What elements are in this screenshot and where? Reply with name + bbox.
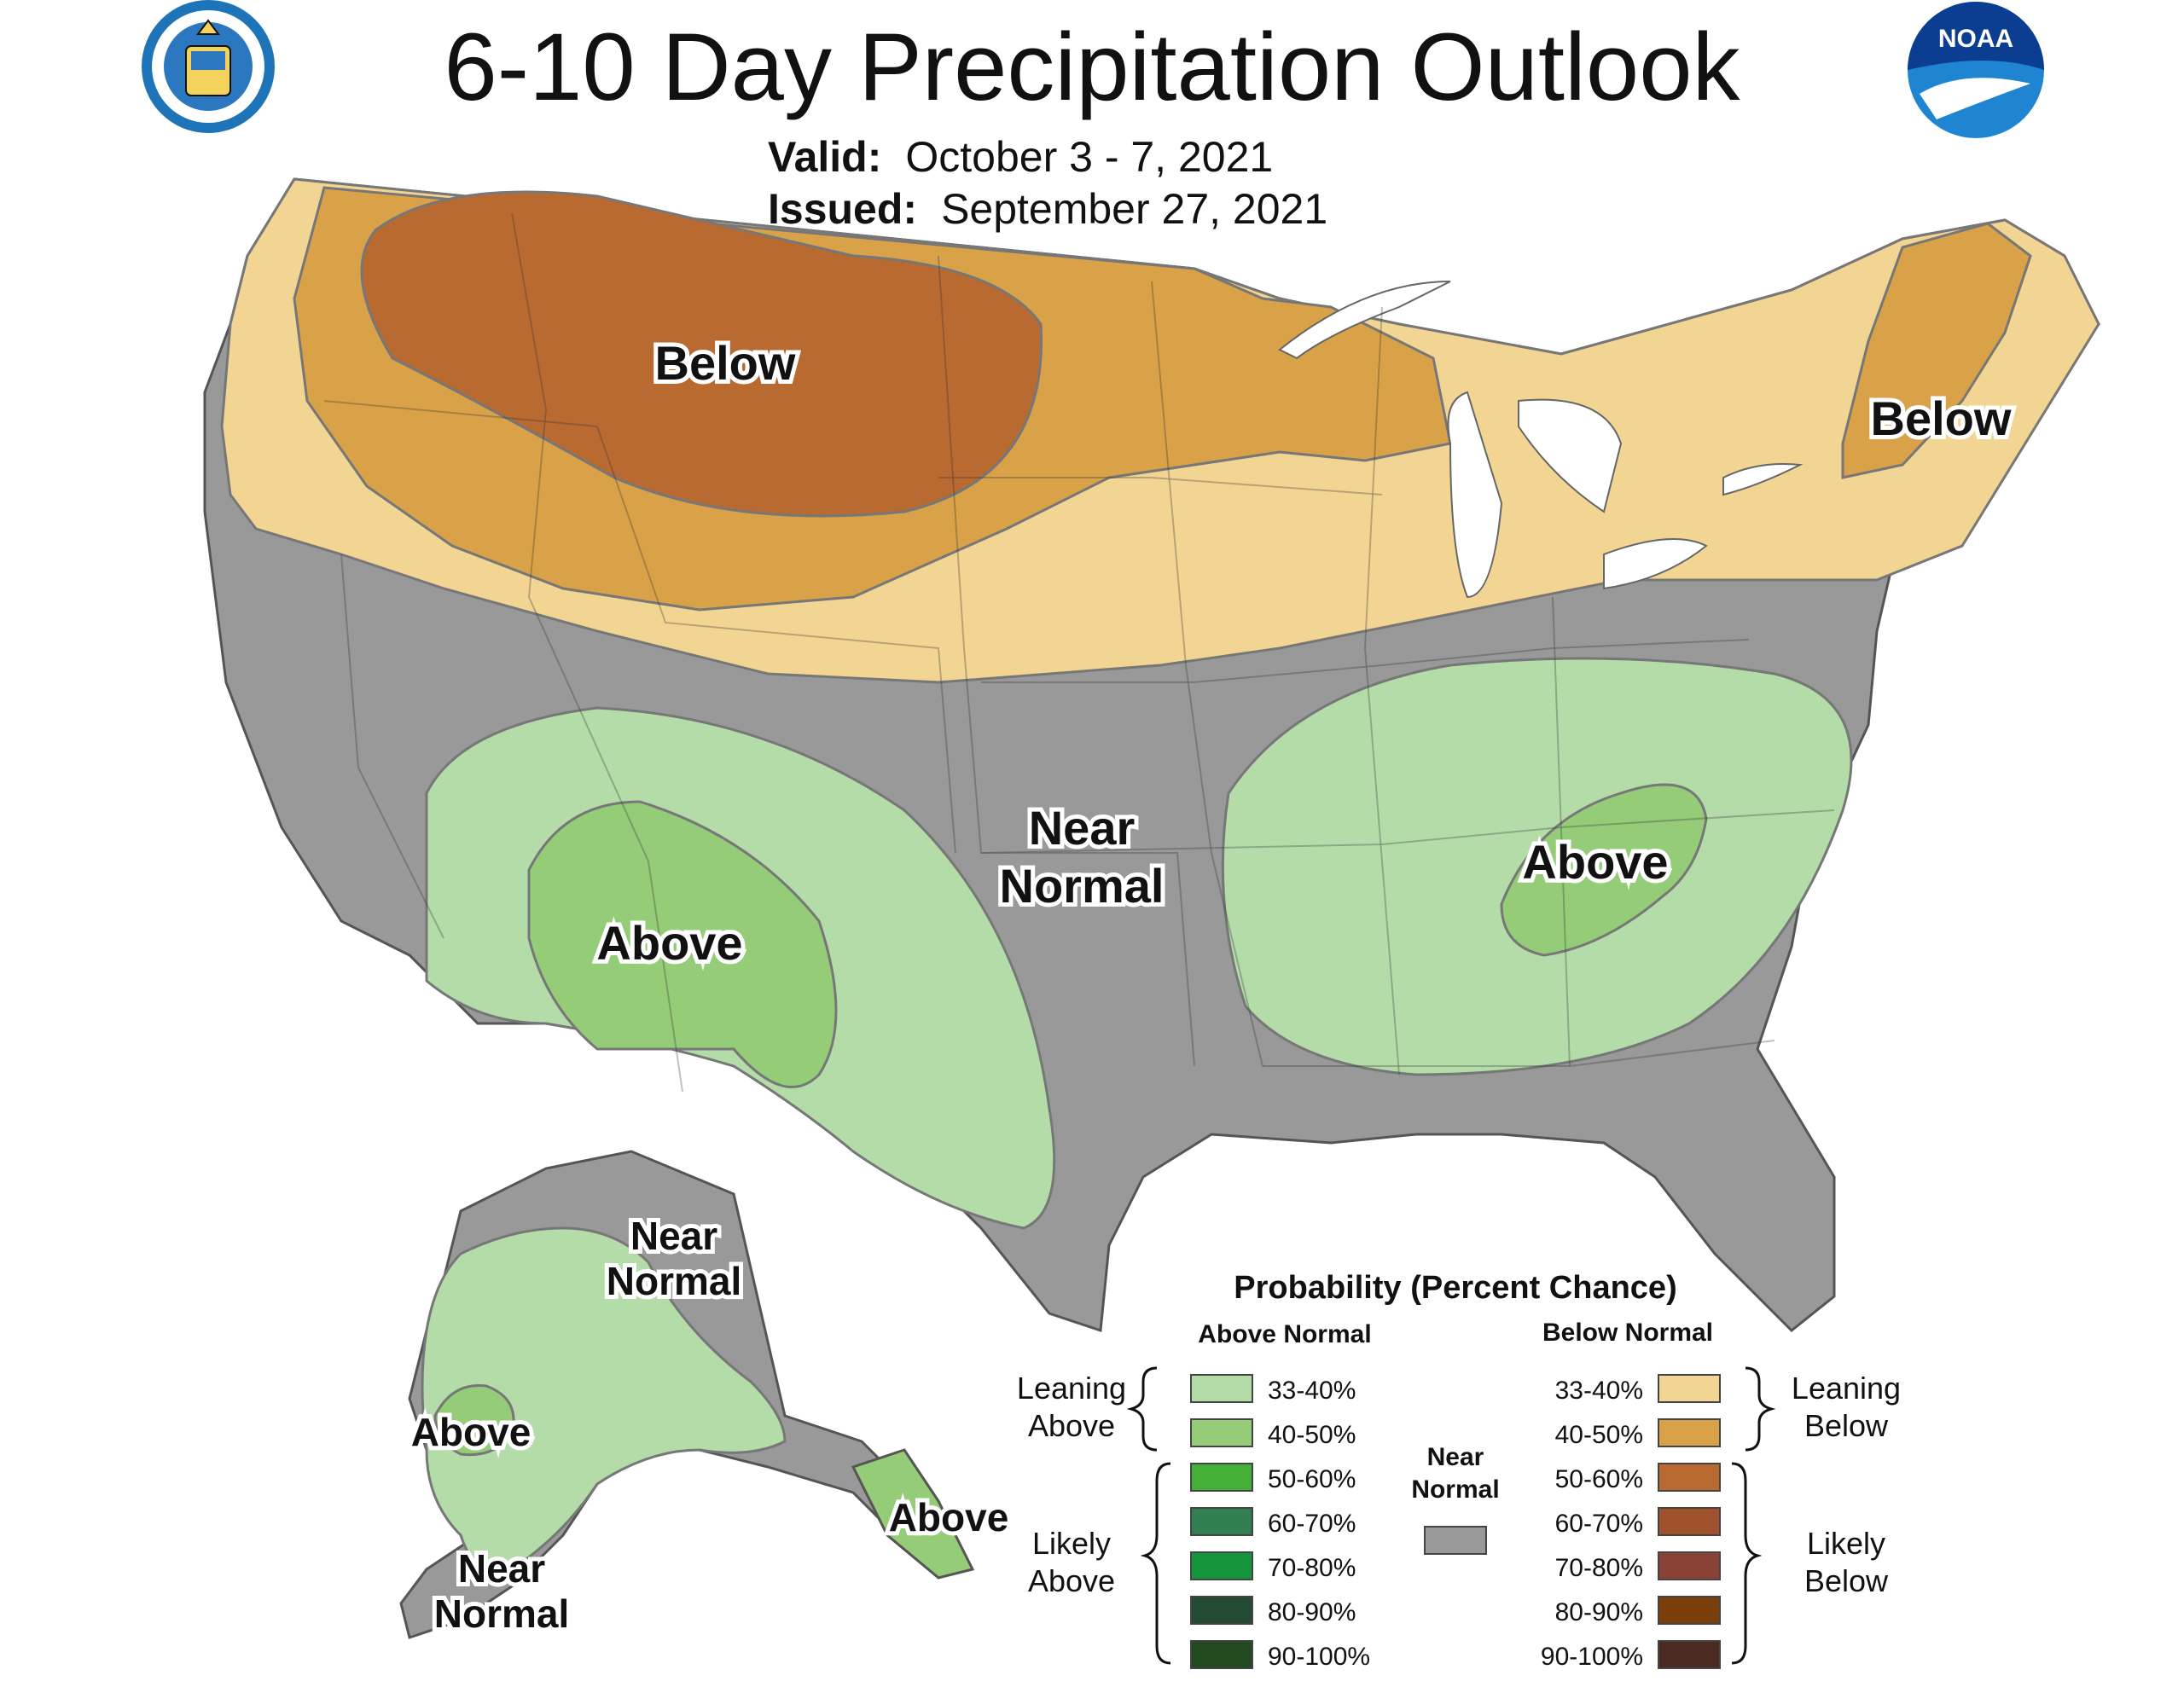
- label-ne-below: Below: [1871, 391, 2012, 445]
- legend-likely-above-1: Likely: [1032, 1526, 1111, 1561]
- below-swatch-label-5: 80-90%: [1555, 1598, 1643, 1626]
- below-swatch-label-1: 40-50%: [1555, 1421, 1643, 1449]
- legend-title: Probability (Percent Chance): [1234, 1270, 1676, 1306]
- legend-likely-below-1: Likely: [1807, 1526, 1885, 1561]
- valid-row: Valid: October 3 - 7, 2021: [768, 132, 1273, 182]
- brace-likely-above: [1140, 1462, 1171, 1665]
- above-40-50-sw-area: [527, 800, 838, 1088]
- above-swatch-label-0: 33-40%: [1268, 1377, 1356, 1405]
- label-sw-above: Above: [596, 916, 742, 970]
- noaa-logo-text: NOAA: [1938, 25, 2013, 53]
- above-swatch-2: [1190, 1463, 1253, 1492]
- above-40-50-se-area: [1500, 783, 1708, 957]
- issued-value: September 27, 2021: [941, 185, 1328, 233]
- label-ak-south-near-1: Near: [458, 1546, 545, 1591]
- legend-near-header-2: Normal: [1411, 1475, 1499, 1504]
- below-swatch-label-0: 33-40%: [1555, 1377, 1643, 1405]
- below-swatch-list: 33-40% 40-50% 50-60% 60-70% 70-80% 80-90% 90-1…: [1541, 1374, 1721, 1671]
- above-swatch-0: [1190, 1374, 1253, 1403]
- legend-likely-below-2: Below: [1804, 1563, 1889, 1598]
- page-title: 6-10 Day Precipitation Outlook: [444, 14, 1740, 120]
- above-swatch-label-6: 90-100%: [1268, 1643, 1370, 1671]
- above-swatch-5: [1190, 1596, 1253, 1625]
- label-ak-above-west: Above: [411, 1410, 531, 1454]
- above-swatch-label-5: 80-90%: [1268, 1598, 1356, 1626]
- below-swatch-2: [1658, 1463, 1721, 1492]
- legend-leaning-above-2: Above: [1028, 1408, 1115, 1443]
- near-normal-swatch: [1424, 1526, 1487, 1555]
- legend-above-header: Above Normal: [1198, 1320, 1371, 1348]
- below-swatch-label-4: 70-80%: [1555, 1554, 1643, 1582]
- above-swatch-list: 33-40% 40-50% 50-60% 60-70% 70-80% 80-90% 90-1…: [1190, 1374, 1370, 1671]
- legend-near-header-1: Near: [1427, 1443, 1484, 1471]
- above-swatch-3: [1190, 1507, 1253, 1536]
- above-swatch-label-2: 50-60%: [1268, 1465, 1356, 1493]
- below-swatch-5: [1658, 1596, 1721, 1625]
- above-swatch-6: [1190, 1640, 1253, 1669]
- legend-likely-above-2: Above: [1028, 1563, 1115, 1598]
- label-ak-near-2: Normal: [607, 1259, 741, 1303]
- below-swatch-1: [1658, 1418, 1721, 1447]
- above-swatch-label-1: 40-50%: [1268, 1421, 1356, 1449]
- above-swatch-label-3: 60-70%: [1268, 1510, 1356, 1538]
- label-se-above: Above: [1522, 835, 1668, 889]
- label-near-normal-2: Normal: [1000, 859, 1165, 913]
- alaska-above-40-50-area: [433, 1383, 515, 1457]
- below-swatch-3: [1658, 1507, 1721, 1536]
- legend: Probability (Percent Chance) Above Norma…: [1017, 1270, 1901, 1671]
- state-borders: [323, 212, 1835, 1093]
- commerce-seal-logo: [142, 0, 275, 133]
- below-40-50-ne-area: [1841, 222, 2032, 479]
- issued-row: Issued: September 27, 2021: [768, 184, 1327, 234]
- above-swatch-4: [1190, 1551, 1253, 1580]
- issued-label: Issued:: [768, 185, 918, 233]
- brace-leaning-below: [1745, 1366, 1776, 1452]
- label-ak-near-1: Near: [630, 1214, 717, 1258]
- below-swatch-label-2: 50-60%: [1555, 1465, 1643, 1493]
- below-swatch-label-3: 60-70%: [1555, 1510, 1643, 1538]
- above-swatch-label-4: 70-80%: [1268, 1554, 1356, 1582]
- legend-leaning-above-1: Leaning: [1017, 1371, 1126, 1406]
- legend-leaning-below-1: Leaning: [1792, 1371, 1901, 1406]
- legend-leaning-below-2: Below: [1804, 1408, 1889, 1443]
- alaska-above-33-40-area: [421, 1226, 787, 1575]
- valid-label: Valid:: [768, 133, 882, 181]
- label-nw-below: Below: [655, 336, 796, 390]
- below-swatch-label-6: 90-100%: [1541, 1643, 1643, 1671]
- below-swatch-6: [1658, 1640, 1721, 1669]
- below-swatch-4: [1658, 1551, 1721, 1580]
- below-50-60-area: [360, 190, 1043, 518]
- label-near-normal-1: Near: [1029, 801, 1136, 855]
- great-lakes: [1278, 281, 1804, 599]
- below-swatch-0: [1658, 1374, 1721, 1403]
- above-swatch-1: [1190, 1418, 1253, 1447]
- brace-likely-below: [1731, 1462, 1763, 1665]
- noaa-logo: NOAA: [1908, 2, 2044, 138]
- valid-value: October 3 - 7, 2021: [905, 133, 1274, 181]
- legend-below-header: Below Normal: [1542, 1319, 1713, 1347]
- label-ak-south-near-2: Normal: [434, 1591, 569, 1636]
- alaska-panhandle-above-area: [851, 1448, 975, 1580]
- label-ak-above-panhandle: Above: [889, 1495, 1009, 1539]
- brace-leaning-above: [1126, 1366, 1158, 1452]
